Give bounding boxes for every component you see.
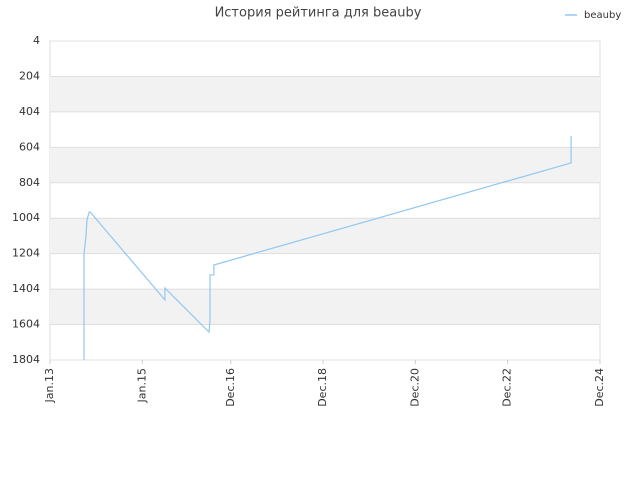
y-tick-label: 1004 (12, 211, 40, 224)
x-tick-label: Dec.22 (501, 368, 514, 407)
y-tick-label: 1404 (12, 282, 40, 295)
y-tick-label: 804 (19, 176, 40, 189)
grid-band (50, 289, 600, 325)
y-tick-label: 1804 (12, 353, 40, 366)
y-tick-label: 404 (19, 105, 40, 118)
y-tick-label: 1204 (12, 247, 40, 260)
x-tick-label: Dec.20 (408, 368, 421, 407)
y-tick-label: 4 (33, 34, 40, 47)
line (83, 135, 572, 360)
y-tick-label: 604 (19, 140, 40, 153)
x-tick-label: Jan.13 (43, 368, 56, 403)
grid-band (50, 147, 600, 183)
x-tick-label: Dec.16 (224, 368, 237, 407)
x-tick-label: Dec.24 (593, 368, 606, 407)
y-tick-label: 204 (19, 69, 40, 82)
grid-band (50, 218, 600, 254)
chart-title: История рейтинга для beauby (215, 6, 422, 21)
legend-label: beauby (584, 10, 621, 21)
x-tick-label: Dec.18 (316, 368, 329, 407)
x-tick-label: Jan.15 (135, 368, 148, 403)
grid-band (50, 76, 600, 112)
y-tick-label: 1604 (12, 318, 40, 331)
